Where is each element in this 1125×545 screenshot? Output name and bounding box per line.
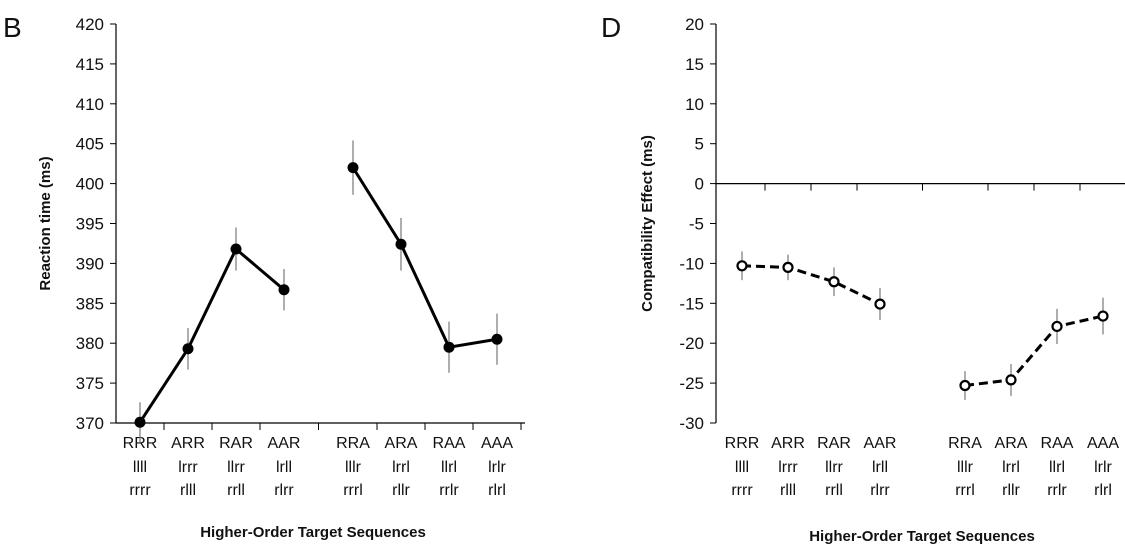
y-tick-label: -25 (679, 374, 704, 393)
y-tick-label: 385 (76, 294, 104, 313)
y-tick-label: 410 (76, 95, 104, 114)
x-category-sublabel: rlrl (1094, 482, 1112, 499)
x-category-sublabel: lllr (957, 459, 974, 476)
x-category-sublabel: llll (735, 459, 749, 476)
series-line (351, 166, 498, 349)
x-category-label: AAR (268, 435, 301, 452)
x-category-sublabel: llrr (227, 459, 245, 476)
x-category-sublabel: lrll (872, 459, 888, 476)
y-tick-label: -15 (679, 294, 704, 313)
y-tick-label: 0 (695, 175, 704, 194)
x-axis-title: Higher-Order Target Sequences (200, 524, 426, 541)
x-category-sublabel: rrlr (439, 482, 459, 499)
data-point (959, 379, 971, 392)
data-point (278, 284, 290, 296)
x-category-label: ARR (771, 435, 805, 452)
x-category-label: ARA (385, 435, 418, 452)
data-point (828, 276, 840, 288)
x-category-sublabel: lrrl (392, 459, 410, 476)
series-line (138, 246, 285, 424)
x-category-sublabel: lrrr (178, 459, 198, 476)
x-axis-title: Higher-Order Target Sequences (809, 528, 1035, 545)
data-point (395, 238, 407, 250)
x-category-sublabel: llrl (1049, 459, 1065, 476)
data-point (347, 162, 359, 174)
y-tick-label: -20 (679, 334, 704, 353)
x-category-sublabel: llrl (441, 459, 457, 476)
x-category-label: RRR (725, 435, 760, 452)
x-category-sublabel: rrll (227, 482, 245, 499)
y-tick-label: 415 (76, 55, 104, 74)
x-category-sublabel: lrlr (1094, 459, 1112, 476)
series-line (964, 314, 1104, 387)
x-category-label: RRA (336, 435, 370, 452)
data-point (874, 298, 886, 310)
x-category-sublabel: rlll (180, 482, 196, 499)
panel-label: D (601, 12, 621, 43)
y-tick-label: 5 (695, 135, 704, 154)
y-tick-label: -10 (679, 254, 704, 273)
y-tick-label: 10 (685, 95, 704, 114)
x-category-label: RAR (219, 435, 253, 452)
series-line (741, 264, 881, 306)
x-category-label: ARA (995, 435, 1028, 452)
y-tick-label: 420 (76, 15, 104, 34)
x-category-label: ARR (171, 435, 205, 452)
y-axis-title: Compatibility Effect (ms) (639, 135, 656, 312)
y-tick-label: 380 (76, 334, 104, 353)
data-point (182, 343, 194, 355)
x-category-label: RAA (433, 435, 466, 452)
x-category-label: AAA (481, 435, 513, 452)
x-category-label: RRR (123, 435, 158, 452)
x-category-sublabel: llll (133, 459, 147, 476)
x-category-sublabel: rrrl (343, 482, 363, 499)
x-category-sublabel: lrrr (778, 459, 798, 476)
chart-panel-b: B 370 375 380 385 390 395 400 405 410 415 420 RRR lll… (3, 12, 525, 541)
y-tick-label: 405 (76, 135, 104, 154)
y-tick-label: -30 (679, 414, 704, 433)
y-tick-label: 15 (685, 55, 704, 74)
x-category-sublabel: rlrr (274, 482, 294, 499)
x-category-sublabel: llrr (825, 459, 843, 476)
data-point (736, 260, 748, 272)
x-category-sublabel: lrll (276, 459, 292, 476)
x-category-sublabel: lrrl (1002, 459, 1020, 476)
data-point (134, 416, 146, 428)
x-category-sublabel: lrlr (488, 459, 506, 476)
y-tick-label: 20 (685, 15, 704, 34)
x-category-sublabel: rrrl (955, 482, 975, 499)
x-category-sublabel: rrrr (731, 482, 753, 499)
x-category-sublabel: rllr (1002, 482, 1020, 499)
y-tick-label: 395 (76, 215, 104, 234)
x-category-label: AAA (1087, 435, 1119, 452)
y-tick-label: 375 (76, 374, 104, 393)
x-category-label: RAR (817, 435, 851, 452)
x-category-sublabel: rlll (780, 482, 796, 499)
y-axis-title: Reaction time (ms) (37, 156, 54, 290)
data-point (1097, 310, 1109, 322)
x-category-label: RRA (948, 435, 982, 452)
x-category-sublabel: rlrr (870, 482, 890, 499)
x-category-sublabel: rlrl (488, 482, 506, 499)
x-category-sublabel: rllr (392, 482, 410, 499)
panel-label: B (3, 12, 22, 43)
chart-panel-d: D -30 -25 -20 -15 -10 -5 0 5 10 15 20 RRR llll rrrr ARR… (601, 12, 1125, 545)
data-point (230, 243, 242, 255)
x-category-label: AAR (864, 435, 897, 452)
x-category-sublabel: rrlr (1047, 482, 1067, 499)
data-point (1005, 374, 1017, 386)
data-point (491, 333, 503, 345)
data-point (782, 261, 794, 273)
data-point (443, 341, 455, 353)
y-tick-label: 400 (76, 175, 104, 194)
y-tick-label: 370 (76, 414, 104, 433)
x-category-sublabel: rrll (825, 482, 843, 499)
data-point (1051, 320, 1063, 333)
x-category-sublabel: rrrr (129, 482, 151, 499)
y-tick-label: 390 (76, 254, 104, 273)
x-category-sublabel: lllr (345, 459, 362, 476)
y-tick-label: -5 (689, 215, 704, 234)
x-category-label: RAA (1041, 435, 1074, 452)
